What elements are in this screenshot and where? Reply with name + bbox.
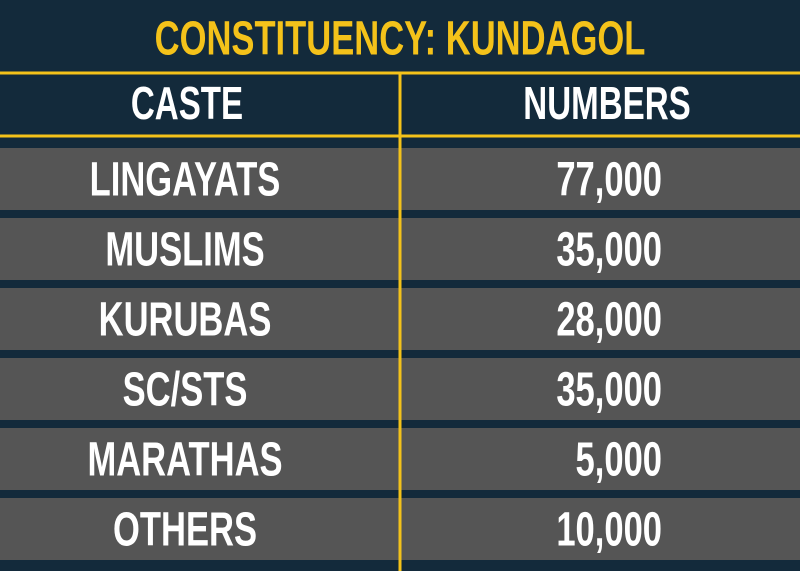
caste-cell: MUSLIMS [105,222,264,276]
caste-cell: MARATHAS [87,432,282,486]
caste-cell: OTHERS [113,502,257,556]
caste-cell: KURUBAS [99,292,272,346]
number-cell: 77,000 [556,152,662,206]
number-cell: 35,000 [556,222,662,276]
number-cell: 35,000 [556,362,662,416]
number-cell: 5,000 [576,432,662,486]
caste-cell: SC/STS [123,362,248,416]
title: CONSTITUENCY: KUNDAGOL [155,11,646,65]
column-header: CASTE [131,79,243,129]
number-cell: 28,000 [556,292,662,346]
column-header: NUMBERS [523,79,690,129]
caste-cell: LINGAYATS [90,152,281,206]
number-cell: 10,000 [556,502,662,556]
